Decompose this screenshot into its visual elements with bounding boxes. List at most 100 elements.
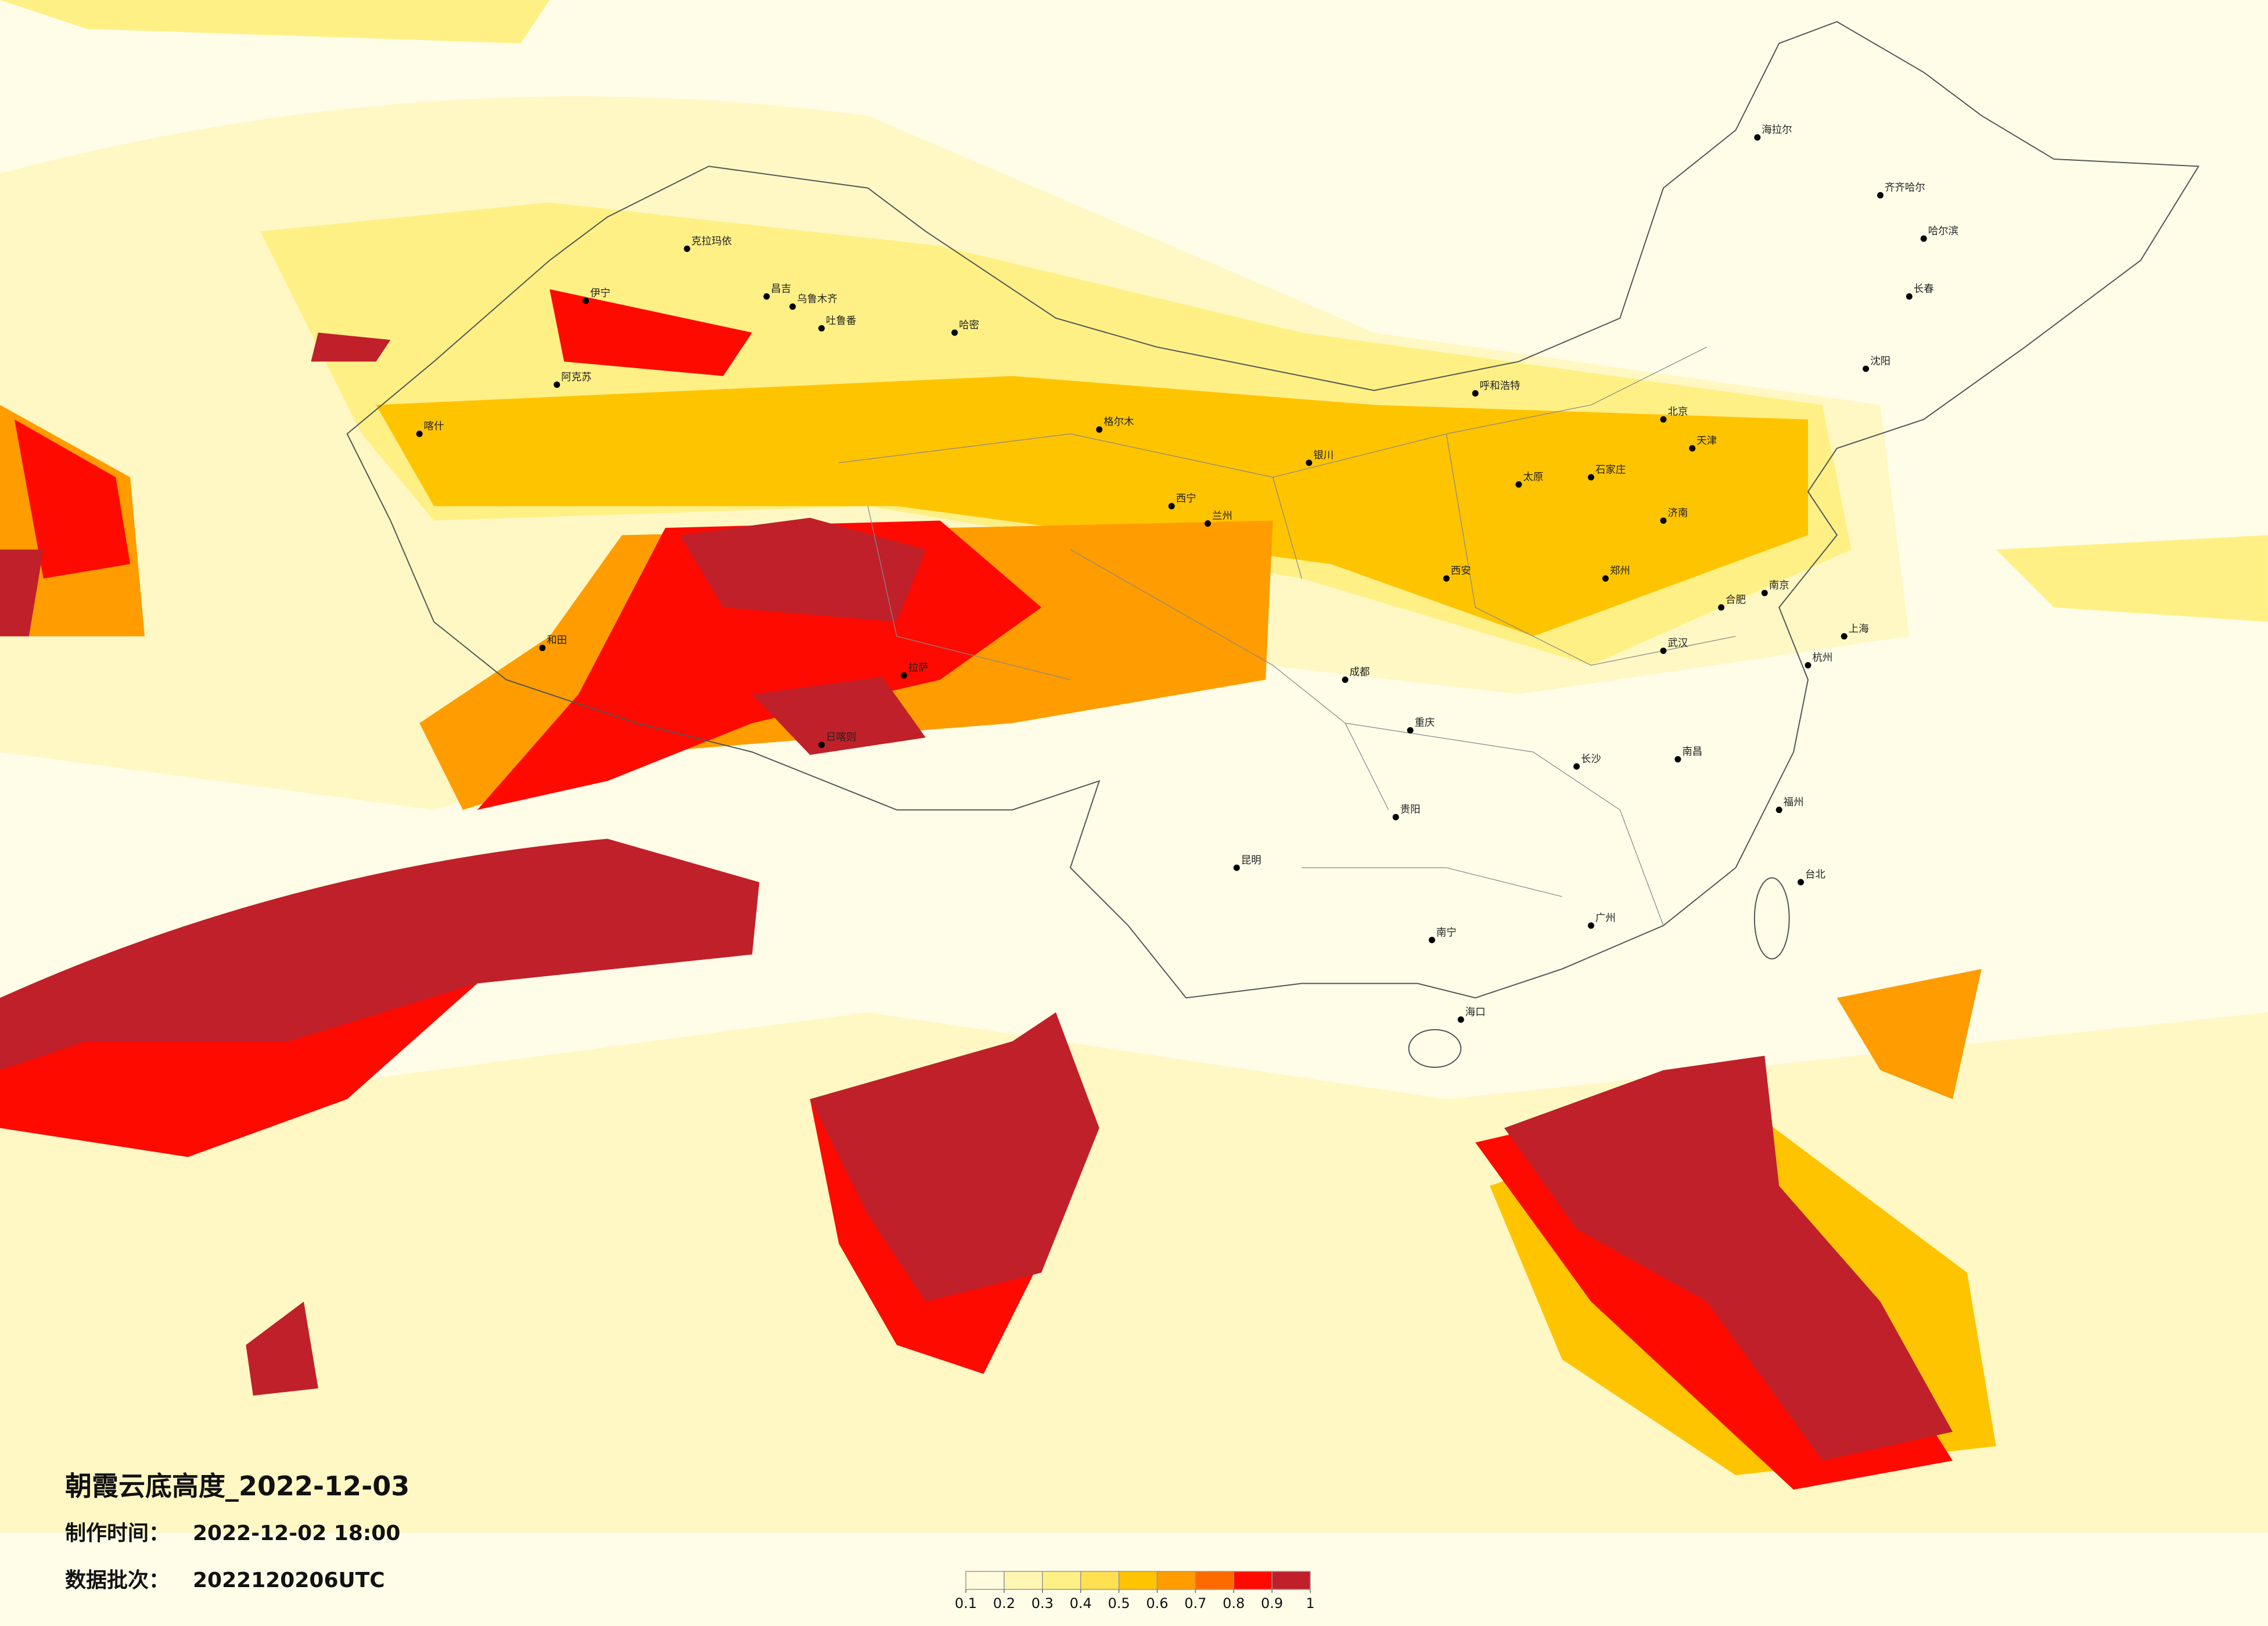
title: 朝霞云底高度_2022-12-03: [65, 1470, 409, 1502]
city-label: 拉萨: [908, 663, 929, 674]
city-label: 福州: [1784, 797, 1804, 808]
city-label: 海口: [1465, 1006, 1486, 1018]
city-dot: [1457, 1016, 1464, 1023]
legend-swatch: [1042, 1571, 1081, 1590]
city-dot: [1587, 474, 1594, 481]
city-label: 喀什: [424, 421, 444, 433]
city-dot: [1877, 192, 1884, 199]
city-label: 太原: [1523, 472, 1543, 483]
legend-tick-label: 0.4: [1070, 1595, 1092, 1611]
city-dot: [1342, 677, 1349, 683]
city-label: 郑州: [1610, 566, 1630, 577]
city-dot: [1920, 235, 1927, 242]
city-label: 台北: [1805, 869, 1825, 881]
legend-swatch: [1004, 1571, 1043, 1590]
made-time: 2022-12-02 18:00: [193, 1521, 400, 1545]
city-dot: [1515, 481, 1522, 488]
city-label: 广州: [1595, 912, 1616, 924]
city-dot: [1587, 922, 1594, 929]
city-label: 贵阳: [1400, 804, 1421, 816]
city-label: 哈尔滨: [1928, 225, 1958, 237]
city-label: 乌鲁木齐: [797, 293, 838, 305]
city-label: 南京: [1769, 580, 1789, 592]
city-label: 吐鲁番: [826, 315, 856, 327]
city-dot: [416, 430, 423, 437]
city-label: 西安: [1451, 566, 1471, 577]
city-dot: [1168, 503, 1175, 510]
legend-tick-label: 0.8: [1223, 1595, 1245, 1611]
city-label: 北京: [1667, 406, 1688, 418]
city-label: 日喀则: [826, 732, 856, 743]
legend-swatch: [1195, 1571, 1234, 1590]
city-dot: [789, 303, 796, 310]
city-dot: [539, 645, 546, 652]
city-dot: [1233, 864, 1240, 871]
city-label: 合肥: [1726, 594, 1746, 606]
city-dot: [1392, 814, 1399, 821]
city-label: 南昌: [1682, 746, 1702, 758]
city-label: 阿克苏: [561, 372, 591, 383]
city-dot: [1429, 937, 1435, 944]
legend-tick-label: 0.3: [1031, 1595, 1054, 1611]
city-label: 长春: [1914, 283, 1934, 295]
city-dot: [763, 293, 770, 300]
city-dot: [901, 672, 907, 679]
city-dot: [1761, 589, 1768, 596]
city-label: 石家庄: [1595, 464, 1626, 476]
made-label: 制作时间：: [65, 1521, 170, 1545]
city-dot: [1660, 647, 1667, 654]
city-dot: [1573, 763, 1580, 770]
city-dot: [1602, 575, 1609, 582]
city-dot: [1674, 756, 1681, 762]
city-dot: [1805, 662, 1811, 669]
city-label: 成都: [1350, 667, 1370, 678]
city-dot: [1689, 445, 1696, 452]
taiwan: [1753, 877, 1790, 960]
province-borders: [839, 347, 1736, 926]
city-dot: [1718, 604, 1725, 611]
city-label: 南宁: [1436, 927, 1457, 938]
city-label: 长沙: [1581, 753, 1601, 765]
city-label: 上海: [1849, 623, 1869, 635]
city-dot: [1660, 416, 1667, 423]
city-dot: [1205, 520, 1211, 527]
cloud-orange: [0, 405, 1982, 1099]
city-label: 银川: [1313, 449, 1334, 461]
city-dot: [951, 329, 958, 336]
city-dot: [684, 245, 691, 252]
city-label: 格尔木: [1104, 416, 1134, 428]
city-label: 海拉尔: [1762, 124, 1792, 136]
city-dot: [553, 381, 560, 388]
city-label: 呼和浩特: [1480, 380, 1521, 392]
cloud-darkred: [0, 332, 1953, 1461]
city-dot: [1306, 459, 1313, 466]
city-label: 杭州: [1812, 652, 1832, 664]
city-dot: [1754, 134, 1761, 141]
batch: 2022120206UTC: [193, 1569, 385, 1592]
legend: 0.1 0.2 0.3 0.4 0.5 0.6 0.7 0.8 0.9 1: [955, 1571, 1315, 1611]
legend-tick-label: 0.5: [1108, 1595, 1130, 1611]
legend-swatch: [1233, 1571, 1273, 1590]
city-label: 武汉: [1667, 638, 1688, 649]
city-dot: [818, 325, 825, 332]
city-dot: [818, 742, 825, 749]
legend-tick-label: 0.1: [955, 1595, 977, 1611]
city-label: 克拉玛依: [691, 236, 732, 247]
city-label: 哈密: [959, 319, 979, 331]
city-label: 和田: [547, 635, 567, 646]
city-label: 重庆: [1415, 717, 1435, 729]
city-dot: [1863, 365, 1870, 372]
city-label: 济南: [1667, 508, 1688, 519]
china-border: [346, 21, 2200, 999]
city-label: 昆明: [1241, 855, 1261, 866]
city-dot: [583, 297, 590, 304]
city-label: 伊宁: [590, 288, 610, 300]
legend-tick-label: 0.7: [1184, 1595, 1206, 1611]
city-label: 兰州: [1212, 510, 1232, 522]
city-label: 齐齐哈尔: [1885, 182, 1925, 194]
legend-tick-label: 0.6: [1146, 1595, 1168, 1611]
legend-tick-label: 1: [1306, 1595, 1314, 1611]
